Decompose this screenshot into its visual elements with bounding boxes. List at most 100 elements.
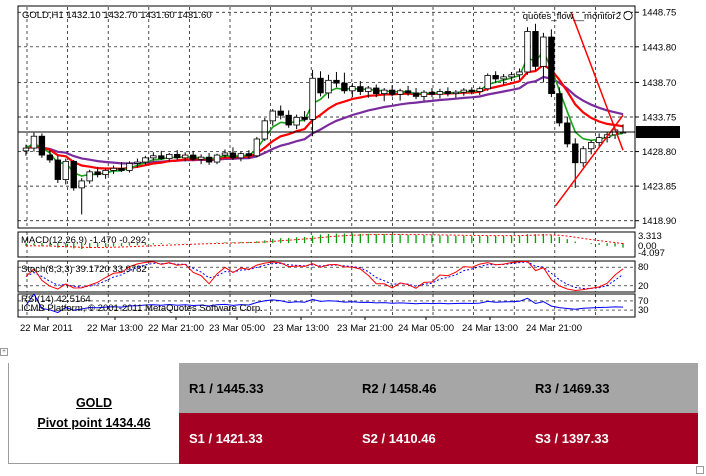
candle-body (229, 152, 237, 159)
candle-body (532, 31, 539, 67)
rsi-label: RSI(14) 42.5164 (21, 294, 91, 305)
candle-body (197, 156, 205, 160)
macd-pane (17, 231, 636, 258)
candle-body (325, 79, 332, 94)
candle-body (78, 180, 85, 189)
candle-body (357, 86, 364, 92)
price-tick-label: 1428.80 (642, 147, 676, 158)
candle-body (373, 87, 380, 95)
x-tick-label: 22 Mar 21:00 (148, 323, 204, 334)
candle-body (237, 153, 245, 159)
candle-body (420, 91, 428, 97)
candle-body (317, 77, 324, 94)
candle-body (587, 142, 595, 150)
watermark-badge-icon (623, 10, 633, 21)
candle-body (142, 157, 149, 163)
candle-body (492, 75, 499, 80)
candle-body (293, 116, 300, 126)
candle-body (428, 91, 436, 95)
price-tick-label: 1418.90 (642, 216, 676, 227)
candle-body (381, 89, 388, 95)
chart-canvas: 1448.75 1443.80 1438.70 1433.75 1428.80 1423.… (17, 5, 680, 334)
s2-cell: S2 / 1410.46 (352, 413, 525, 464)
candle-body (460, 89, 467, 93)
candle-body (22, 147, 30, 152)
candle-body (365, 87, 372, 92)
rsi-pane (17, 293, 636, 318)
candle-body (245, 153, 253, 157)
x-tick-label: 22 Mar 2011 (20, 323, 73, 334)
s1-cell: S1 / 1421.33 (179, 413, 352, 464)
candle-body (540, 36, 547, 67)
watermark-bottom: ICMB Platform, © 2001-2011 MetaQuotes So… (21, 303, 263, 314)
x-tick-label: 23 Mar 05:00 (209, 323, 265, 334)
candle-body (134, 161, 141, 164)
stoch-main-line (25, 260, 624, 292)
s3-cell: S3 / 1397.33 (525, 413, 698, 464)
r2-cell: R2 / 1458.46 (352, 363, 525, 414)
candle-body (110, 167, 117, 171)
candle-body (174, 153, 181, 159)
macd-tick-label: 3.313 (638, 231, 662, 242)
candle-body (444, 91, 452, 95)
macd-signal-line (25, 234, 624, 248)
candle-body (213, 154, 221, 163)
candle-body (221, 152, 229, 156)
candle-body (182, 154, 189, 159)
macd-tick-label: 0.00 (638, 241, 657, 252)
candle-body (484, 75, 491, 90)
candle-body (158, 155, 165, 159)
x-tick-label: 24 Mar 05:00 (398, 323, 454, 334)
x-tick-label: 23 Mar 21:00 (337, 323, 393, 334)
stoch-tick-label: 80 (638, 262, 649, 273)
candle-body (333, 79, 340, 84)
price-tick-label: 1448.75 (642, 8, 676, 19)
candle-body (86, 171, 93, 182)
watermark-top: quotes_flow__monitor2 (523, 11, 621, 22)
price-tick-label: 1423.85 (642, 182, 676, 193)
candle-body (94, 171, 101, 176)
current-price-label: 1431.60 (641, 128, 675, 139)
candle-body (70, 160, 77, 189)
pivot-point: Pivot point 1434.46 (37, 416, 151, 430)
macd-tick-label: -4.097 (638, 248, 665, 259)
candle-body (54, 159, 62, 180)
trendline (554, 114, 624, 207)
pivot-symbol-cell: GOLD Pivot point 1434.46 (8, 363, 179, 464)
candle-body (126, 163, 133, 171)
candle-body (166, 153, 173, 159)
x-tick-label: 24 Mar 21:00 (526, 323, 582, 334)
current-price-box (636, 126, 680, 139)
candle-body (404, 90, 412, 94)
candle-body (118, 167, 125, 171)
candle-body (38, 135, 46, 156)
candle-body (388, 89, 396, 95)
candle-body (500, 76, 507, 80)
candle-body (468, 89, 475, 92)
candle-body (62, 160, 69, 180)
candle-body (253, 138, 261, 157)
x-tick-label: 24 Mar 13:00 (462, 323, 518, 334)
candle-body (261, 120, 268, 140)
rsi-tick-label: 70 (638, 296, 649, 307)
forex-chart: 1448.75 1443.80 1438.70 1433.75 1428.80 1423.… (17, 5, 680, 334)
pivot-table: GOLD Pivot point 1434.46 R1 / 1445.33 R2… (8, 363, 698, 464)
candle-body (277, 110, 284, 116)
rsi-line (25, 293, 624, 314)
candle-body (150, 155, 157, 159)
r3-cell: R3 / 1469.33 (525, 363, 698, 414)
pivot-symbol: GOLD (75, 396, 113, 410)
candle-body (205, 156, 213, 163)
candle-body (301, 116, 308, 120)
macd-label: MACD(12,26,9) -1.470 -0.292 (21, 235, 146, 246)
price-tick-label: 1443.80 (642, 42, 676, 53)
candle-body (476, 88, 483, 92)
chart-header: GOLD,H1 1432.10 1432.70 1431.60 1431.60 (22, 10, 212, 21)
candle-body (452, 91, 460, 95)
candle-body (436, 91, 444, 95)
candle-body (548, 36, 555, 95)
candle-body (556, 93, 563, 124)
ema-slow-line (25, 75, 624, 165)
x-tick-label: 23 Mar 13:00 (273, 323, 329, 334)
candle-body (102, 170, 109, 176)
